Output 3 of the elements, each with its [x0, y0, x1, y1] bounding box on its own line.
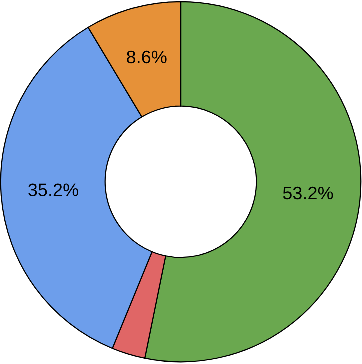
data-label: 35.2% — [28, 184, 78, 196]
data-label: 53.2% — [283, 186, 334, 200]
data-label: 8.6% — [127, 50, 167, 64]
